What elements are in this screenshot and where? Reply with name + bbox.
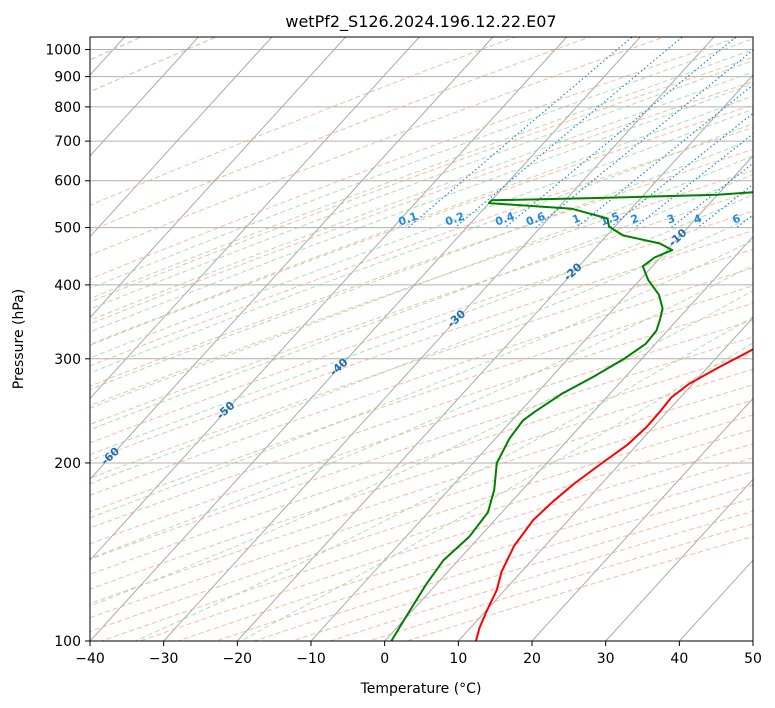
mixing-ratio-label: 6 (731, 212, 743, 227)
mixing-ratio-line (407, 37, 633, 229)
y-tick-label: 400 (54, 278, 81, 294)
plot-frame (89, 36, 754, 642)
moist-adiabat-line (90, 216, 753, 485)
mixing-ratio-label: 0.6 (524, 210, 547, 229)
mixing-ratio-label: 1.5 (599, 210, 622, 229)
moist-adiabat-line (90, 59, 753, 310)
x-tick-label: −40 (75, 651, 105, 667)
mixing-ratio-label: 0.1 (397, 210, 420, 229)
dry-adiabat-line (90, 37, 218, 93)
x-tick-label: 0 (380, 651, 389, 667)
x-axis-title: Temperature (°C) (360, 681, 482, 697)
moist-adiabat-line (90, 290, 753, 607)
dewpoint-profile (390, 191, 753, 641)
temperature-profile (475, 347, 753, 641)
mixing-ratio-label: 3 (665, 212, 677, 227)
x-tick-label: 10 (449, 651, 467, 667)
moist-adiabat-line (90, 108, 753, 359)
moist-adiabat-line (90, 194, 753, 456)
isotherm-line (531, 397, 753, 641)
mixing-ratio-label: 1 (570, 212, 582, 227)
isotherm-line (90, 37, 273, 238)
y-tick-label: 300 (54, 352, 81, 368)
x-tick-label: −20 (223, 651, 253, 667)
mixing-ratio-label: 0.4 (493, 210, 516, 229)
moist-adiabat-line (90, 71, 753, 321)
mixing-ratio-line (634, 133, 753, 229)
mixing-ratio-label: 2 (629, 212, 641, 227)
moist-adiabat-line (90, 264, 753, 560)
moist-adiabat-line (134, 316, 753, 641)
x-tick-label: 30 (597, 651, 615, 667)
dry-adiabat-line (90, 230, 753, 462)
y-tick-label: 500 (54, 221, 81, 237)
y-tick-label: 1000 (45, 43, 81, 59)
moist-adiabat-line (90, 38, 753, 289)
dry-adiabat-line (90, 285, 753, 513)
profiles (390, 191, 753, 641)
dry-adiabat-line (90, 37, 741, 280)
isotherm-line (163, 37, 715, 641)
dry-adiabat-line (90, 210, 753, 444)
isotherm-line (90, 37, 641, 641)
y-axis: 100 200 300 400 500 600 700 800 900 1000 (45, 43, 90, 650)
isotherm-line (310, 155, 753, 641)
isotherm-line (90, 37, 494, 481)
mixing-ratio-line (504, 37, 738, 229)
x-tick-label: −30 (149, 651, 179, 667)
moist-adiabat-line (240, 342, 753, 641)
x-tick-label: 40 (670, 651, 688, 667)
dry-adiabat-line (90, 37, 666, 256)
dry-adiabat-line (90, 37, 517, 206)
mixing-ratio-label: 0.2 (443, 210, 466, 229)
dry-adiabat-line (90, 190, 753, 425)
x-axis: −40 −30 −20 −10 0 10 20 30 40 50 (75, 641, 762, 667)
y-tick-label: 200 (54, 456, 81, 472)
y-axis-title: Pressure (hPa) (11, 289, 27, 389)
isotherm-line (678, 559, 753, 641)
dry-adiabat-line (90, 248, 753, 479)
isotherm-line (236, 74, 753, 641)
mixing-ratio-line (454, 37, 684, 229)
y-tick-label: 900 (54, 70, 81, 86)
isotherm-line (90, 37, 567, 561)
dry-adiabat-line (90, 384, 753, 605)
isotherm-line (90, 37, 420, 400)
x-tick-label: 50 (744, 651, 762, 667)
isotherm-line (457, 316, 753, 641)
moist-adiabat-line (90, 49, 753, 300)
dry-adiabat-line (90, 267, 753, 496)
isotherm-line (605, 478, 753, 641)
dry-adiabat-line (90, 126, 753, 367)
background-lines (90, 37, 753, 641)
mixing-ratio-line (535, 49, 753, 229)
y-tick-label: 700 (54, 134, 81, 150)
y-tick-label: 100 (54, 634, 81, 650)
x-tick-label: 20 (523, 651, 541, 667)
dry-adiabat-line (90, 37, 592, 232)
isotherm-line (90, 37, 199, 157)
moist-adiabat-line (90, 95, 753, 345)
y-tick-label: 800 (54, 100, 81, 116)
x-tick-label: −10 (296, 651, 326, 667)
chart-title: wetPf2_S126.2024.196.12.22.E07 (285, 12, 556, 32)
mixing-ratio-label: 4 (692, 212, 704, 227)
dry-adiabat-line (90, 169, 753, 407)
y-tick-label: 600 (54, 174, 81, 190)
isotherm-line (90, 37, 346, 319)
